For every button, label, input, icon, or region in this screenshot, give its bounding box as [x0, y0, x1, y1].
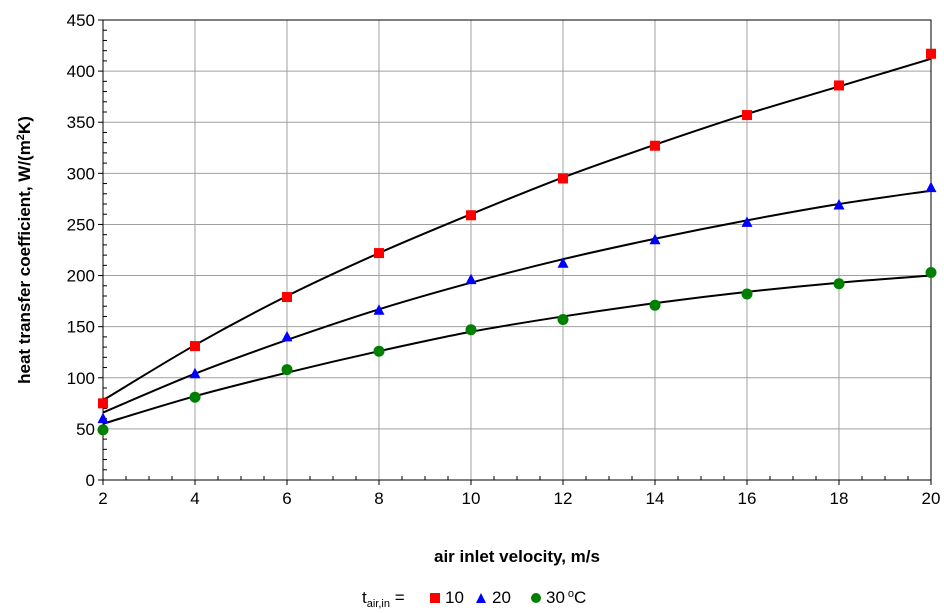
trend-line-series-2: [102, 274, 932, 425]
y-tick-label: 200: [67, 267, 95, 286]
data-point-circle: [557, 314, 569, 326]
legend-label-20: 20: [492, 588, 511, 607]
y-tick-labels: 0 50 100 150 200 250 300 350 400 450: [67, 11, 95, 490]
data-point-triangle: [465, 273, 477, 285]
y-axis-label: heat transfer coefficient, W/(m2K): [15, 116, 34, 384]
data-point-circle: [97, 424, 109, 436]
y-tick-label: 350: [67, 113, 95, 132]
data-point-triangle: [189, 367, 201, 379]
x-tick-label: 14: [646, 489, 665, 508]
data-point-circle: [741, 288, 753, 300]
data-point-triangle: [281, 330, 293, 342]
data-point-square: [374, 248, 384, 259]
data-point-circle: [925, 266, 937, 278]
trend-line-series-0: [102, 57, 932, 402]
data-point-circle: [189, 391, 201, 403]
data-point-triangle: [373, 304, 385, 315]
data-point-circle: [649, 299, 661, 311]
data-point-square: [466, 210, 476, 221]
y-tick-label: 0: [86, 471, 95, 490]
data-point-square: [558, 173, 568, 184]
y-tick-label: 50: [76, 420, 95, 439]
data-markers: [97, 48, 937, 436]
x-tick-label: 20: [922, 489, 941, 508]
x-tick-label: 2: [98, 489, 107, 508]
x-tick-label: 8: [374, 489, 383, 508]
legend-marker-triangle: [476, 593, 486, 603]
data-point-square: [834, 80, 844, 91]
y-tick-label: 450: [67, 11, 95, 30]
x-tick-label: 4: [190, 489, 199, 508]
data-point-circle: [465, 324, 477, 336]
data-point-square: [190, 341, 200, 352]
x-tick-label: 18: [830, 489, 849, 508]
trend-lines: [102, 57, 932, 425]
data-point-triangle: [649, 233, 661, 245]
data-point-square: [650, 140, 660, 151]
data-point-triangle: [833, 199, 845, 210]
legend-label-10: 10: [445, 588, 464, 607]
data-point-square: [98, 398, 108, 409]
legend-prefix: tair,in =: [362, 588, 405, 610]
data-point-circle: [281, 364, 293, 376]
data-point-circle: [373, 345, 385, 357]
data-point-triangle: [925, 181, 937, 193]
y-tick-label: 250: [67, 215, 95, 234]
data-point-triangle: [557, 257, 569, 268]
x-axis-label: air inlet velocity, m/s: [434, 547, 600, 566]
x-tick-labels: 2 4 6 8 10 12 14 16 18 20: [98, 489, 940, 508]
y-tick-label: 400: [67, 62, 95, 81]
data-point-triangle: [97, 412, 109, 424]
y-tick-label: 150: [67, 318, 95, 337]
data-point-square: [926, 48, 936, 59]
x-tick-label: 16: [738, 489, 757, 508]
legend: tair,in = 10 20 30 oC: [362, 588, 586, 610]
legend-label-30: 30 oC: [546, 588, 586, 607]
data-point-square: [742, 110, 752, 121]
data-point-triangle: [741, 216, 753, 227]
data-point-circle: [833, 278, 845, 290]
x-tick-label: 6: [282, 489, 291, 508]
x-tick-label: 12: [554, 489, 573, 508]
trend-line-series-1: [102, 189, 932, 414]
legend-marker-circle: [531, 593, 541, 603]
data-point-square: [282, 292, 292, 303]
plot-area: [103, 20, 931, 480]
legend-marker-square: [430, 593, 440, 603]
y-tick-label: 300: [67, 164, 95, 183]
x-tick-label: 10: [462, 489, 481, 508]
y-tick-label: 100: [67, 369, 95, 388]
